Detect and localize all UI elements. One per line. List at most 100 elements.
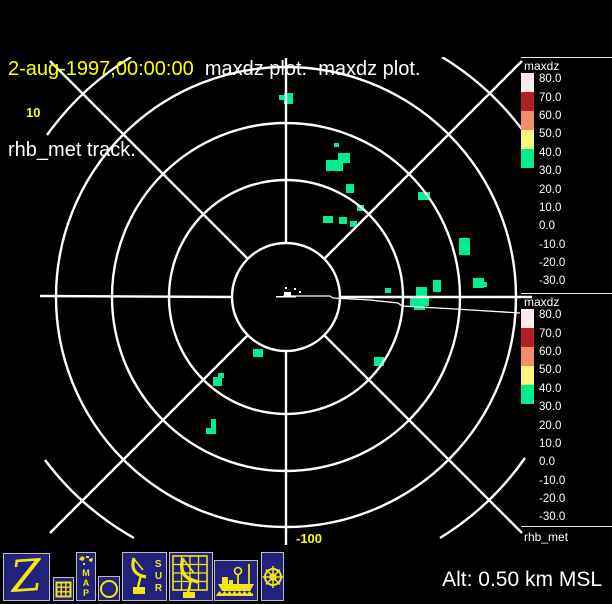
- radar-echo-cell: [326, 160, 343, 171]
- track-line: [283, 295, 521, 314]
- radar-grid-button[interactable]: [169, 552, 213, 601]
- colorbar-tick-label: 30.0: [539, 165, 562, 178]
- map-overlay-button[interactable]: M A P: [76, 552, 96, 601]
- colorbar-tick-label: -20.0: [539, 493, 566, 506]
- axis-label-left: 10: [26, 105, 41, 120]
- radar-echo-cell: [416, 287, 427, 297]
- colorbar-title: maxdz: [524, 295, 560, 309]
- colorbar-tick-label: 10.0: [539, 437, 562, 450]
- colorbar-tick-label: -30.0: [539, 511, 566, 524]
- radar-echo-cell: [206, 428, 216, 434]
- radar-echo-cell: [459, 238, 470, 255]
- range-ring-button[interactable]: [98, 576, 120, 601]
- world-map-icon: [79, 556, 93, 565]
- colorbar-swatch: [521, 111, 534, 130]
- colorbar-tick-label: 10.0: [539, 201, 562, 214]
- sur-letter: U: [154, 570, 163, 582]
- colorbar-swatch: [521, 73, 534, 92]
- colorbar-tick-label: 0.0: [539, 220, 555, 233]
- colorbar-tick-label: -30.0: [539, 275, 566, 288]
- title-line-2: rhb_met track.: [8, 139, 136, 161]
- radar-echo-cell: [433, 280, 441, 292]
- colorbar-tick-label: 50.0: [539, 364, 562, 377]
- radar-echo-cell: [211, 419, 216, 430]
- radar-echo-cell: [385, 288, 391, 293]
- colorbar-tick-label: 40.0: [539, 382, 562, 395]
- grid-icon: [55, 581, 72, 597]
- radar-on-grid-icon: [172, 555, 208, 598]
- title-timestamp: 2-aug-1997,00:00:00: [8, 58, 194, 80]
- colorbar-tick-label: 50.0: [539, 128, 562, 141]
- grid-tool-button[interactable]: [53, 577, 74, 601]
- radar-echo-cell: [346, 184, 354, 193]
- map-letter: A: [82, 578, 90, 588]
- colorbar-swatch: [521, 92, 534, 111]
- colorbar-tick-label: -20.0: [539, 257, 566, 270]
- radar-echo-cell: [350, 221, 357, 227]
- colorbar-tick-label: 20.0: [539, 419, 562, 432]
- sur-letter: R: [154, 582, 163, 594]
- colorbar-swatch: [521, 366, 534, 385]
- zebra-logo-button[interactable]: Z: [3, 549, 50, 604]
- surveillance-scan-button[interactable]: S U R: [122, 552, 167, 601]
- colorbar-swatch-column: [521, 73, 534, 168]
- radar-echo-cell: [253, 349, 263, 357]
- ship-wheel-icon: [262, 565, 283, 588]
- radar-echo-cell: [279, 95, 284, 100]
- colorbar-swatch-column: [521, 309, 534, 404]
- radar-echo-cell: [334, 143, 339, 147]
- ship-wheel-button[interactable]: [261, 552, 284, 601]
- title-plot-list: maxdz plot. maxdz plot.: [193, 58, 421, 80]
- radar-echo-cell: [213, 377, 222, 386]
- colorbar-maxdz-top: maxdz 80.0 70.0 60.0 50.0 40.0 30.0 20.0 10.0 0.…: [521, 57, 612, 293]
- zebra-z-icon: Z: [9, 549, 44, 604]
- ship-icon: [216, 564, 254, 596]
- colorbar-footer-separator: [521, 526, 612, 527]
- colorbar-tick-label: -10.0: [539, 238, 566, 251]
- ship-track-button[interactable]: [214, 560, 258, 601]
- colorbar-tick-label: 20.0: [539, 183, 562, 196]
- colorbar-swatch: [521, 328, 534, 347]
- colorbar-swatch: [521, 385, 534, 404]
- sur-letter-stack: S U R: [155, 559, 162, 595]
- circle-icon: [100, 579, 118, 598]
- map-letter: P: [82, 588, 89, 598]
- colorbar-tick-labels: 80.0 70.0 60.0 50.0 40.0 30.0 20.0 10.0 0.0 -10.0…: [539, 70, 565, 291]
- colorbar-tick-label: 70.0: [539, 91, 562, 104]
- radar-echo-cell: [483, 282, 487, 287]
- radar-echo-cell: [338, 153, 350, 163]
- altitude-readout: Alt: 0.50 km MSL: [442, 568, 602, 591]
- radar-echo-cell: [410, 297, 429, 306]
- colorbar-platform-label: rhb_met: [524, 530, 569, 544]
- colorbar-tick-label: 70.0: [539, 327, 562, 340]
- radar-dish-icon: [131, 557, 147, 594]
- track-origin-marker: [276, 287, 301, 298]
- radar-echo-cell: [374, 357, 384, 366]
- radar-echo-cell: [418, 192, 430, 200]
- colorbar-title: maxdz: [524, 59, 560, 73]
- colorbar-maxdz-bottom: maxdz 80.0 70.0 60.0 50.0 40.0 30.0 20.0 10.0 0.…: [521, 293, 612, 553]
- colorbar-swatch: [521, 149, 534, 168]
- colorbar-tick-labels: 80.0 70.0 60.0 50.0 40.0 30.0 20.0 10.0 0.0 -10.0…: [539, 306, 565, 527]
- colorbar-tick-label: 30.0: [539, 401, 562, 414]
- colorbar-tick-label: 40.0: [539, 146, 562, 159]
- radar-echo-cell: [218, 373, 224, 378]
- colorbar-tick-label: 80.0: [539, 309, 562, 322]
- axis-label-bottom: -100: [296, 531, 323, 546]
- colorbar-separator: [521, 57, 612, 58]
- radar-echo-cell: [339, 217, 347, 224]
- colorbar-separator: [521, 293, 612, 294]
- colorbar-swatch: [521, 130, 534, 149]
- colorbar-swatch: [521, 347, 534, 366]
- polar-grid: [39, 57, 532, 545]
- colorbar-tick-label: 60.0: [539, 345, 562, 358]
- radar-echo-cell: [473, 278, 484, 288]
- title-line-1: 2-aug-1997,00:00:00 maxdz plot. maxdz pl…: [8, 56, 420, 83]
- colorbar-swatch: [521, 309, 534, 328]
- colorbar-tick-label: 80.0: [539, 73, 562, 86]
- map-letter: M: [82, 568, 90, 578]
- radar-echo-cell: [284, 93, 293, 104]
- colorbar-tick-label: 60.0: [539, 109, 562, 122]
